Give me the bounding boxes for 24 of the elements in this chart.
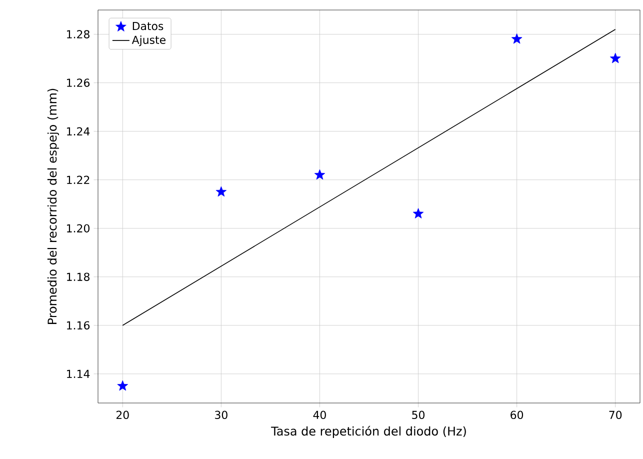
x-tick-label: 60	[510, 410, 524, 420]
y-tick-label: 1.18	[67, 272, 90, 281]
point	[412, 208, 424, 218]
point	[117, 380, 128, 391]
point	[314, 169, 326, 180]
x-tick-label: 30	[215, 410, 228, 420]
y-tick-label: 1.20	[67, 224, 90, 232]
y-tick-label: 1.14	[67, 370, 90, 378]
x-tick-label: 20	[116, 410, 129, 420]
x-tick-label: 70	[609, 410, 622, 420]
y-tick-label: 1.22	[67, 176, 90, 184]
point	[511, 33, 522, 44]
y-tick-label: 1.24	[67, 127, 90, 136]
legend-label: Ajuste	[132, 36, 166, 46]
point	[216, 186, 227, 197]
y-tick-label: 1.16	[67, 321, 90, 330]
y-tick-label: 1.28	[67, 30, 90, 38]
x-tick-label: 50	[412, 410, 425, 420]
point	[610, 52, 621, 64]
y-tick-label: 1.26	[67, 78, 90, 87]
y-axis-title: Promedio del recorrido del espejo (mm)	[47, 88, 59, 324]
x-axis-title: Tasa de repetición del diodo (Hz)	[271, 426, 466, 438]
x-tick-label: 40	[313, 410, 326, 420]
legend-label: Datos	[132, 22, 164, 30]
